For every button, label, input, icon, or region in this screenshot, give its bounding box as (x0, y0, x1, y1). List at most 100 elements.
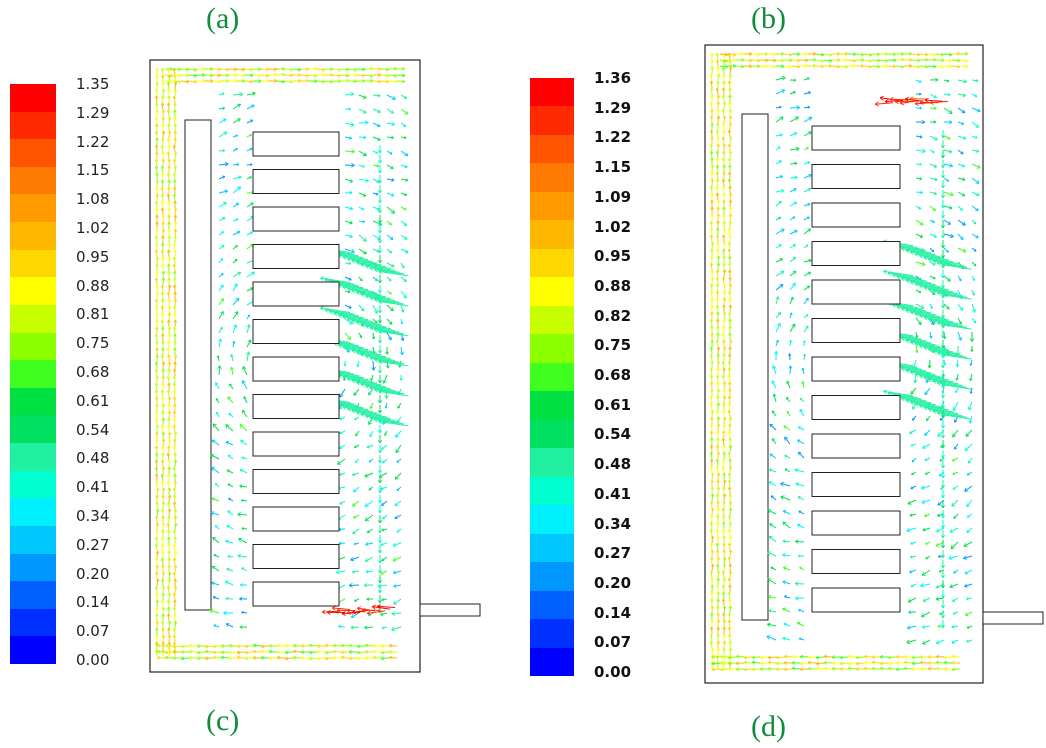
plate (252, 469, 340, 494)
vector-head (378, 230, 382, 234)
velocity-vector (775, 311, 782, 319)
vector-head (353, 79, 358, 84)
vector-head (240, 439, 244, 444)
vector-head (316, 644, 320, 649)
colorbar-tick-label: 0.88 (76, 276, 110, 295)
vector-head (716, 416, 721, 420)
vector-head (351, 502, 356, 507)
vector-head (378, 160, 382, 164)
velocity-vector (735, 65, 745, 68)
velocity-vector (353, 388, 360, 396)
vector-head (161, 95, 165, 99)
velocity-vector (218, 311, 224, 320)
velocity-vector (728, 241, 731, 250)
vector-head (356, 656, 361, 661)
vector-head (962, 93, 967, 98)
vector-head (716, 108, 720, 112)
vector-head (172, 466, 177, 470)
vector-head (224, 162, 229, 167)
velocity-vector (344, 276, 352, 281)
vector-head (376, 604, 381, 609)
colorbar-swatch (10, 194, 56, 223)
vector-head (932, 409, 937, 414)
vector-head (710, 157, 714, 161)
vector-head (173, 165, 178, 169)
velocity-vector (400, 248, 409, 254)
velocity-vector (929, 275, 936, 280)
vector-head (939, 418, 943, 421)
vector-head (921, 571, 926, 576)
velocity-vector (783, 65, 792, 68)
vector-head (947, 277, 951, 282)
vector-head (247, 339, 252, 344)
velocity-vector (212, 423, 220, 432)
colorbar-swatch (10, 443, 56, 472)
vector-head (173, 361, 177, 365)
vector-head (784, 454, 787, 458)
vector-head (211, 497, 216, 501)
vector-head (795, 596, 799, 601)
velocity-vector (905, 279, 936, 286)
vector-head (727, 290, 732, 294)
velocity-vector (789, 132, 797, 137)
velocity-vector (188, 80, 197, 83)
velocity-vector (168, 130, 171, 139)
velocity-vector (232, 258, 238, 264)
vector-head (949, 192, 954, 197)
vector-head (919, 253, 924, 259)
colorbar-tick-label: 1.22 (76, 132, 110, 151)
vector-head (928, 257, 933, 263)
vector-head (855, 655, 860, 660)
plate (252, 431, 340, 457)
velocity-vector (710, 430, 713, 439)
velocity-vector (788, 353, 791, 361)
velocity-vector (929, 149, 935, 154)
vector-head (155, 550, 160, 554)
velocity-vector (723, 283, 726, 292)
vector-head (350, 248, 355, 254)
vector-head (721, 465, 726, 469)
colorbar-swatch (530, 619, 574, 649)
vector-head (161, 130, 166, 134)
vector-head (167, 368, 171, 372)
velocity-vector (789, 282, 796, 291)
vector-head (710, 311, 714, 315)
velocity-vector (358, 276, 363, 282)
velocity-vector (240, 439, 248, 446)
velocity-vector (770, 495, 777, 501)
vector-head (928, 287, 933, 293)
velocity-vector (723, 311, 726, 320)
vector-head (364, 517, 370, 522)
vector-head (354, 599, 357, 602)
vector-head (324, 650, 329, 655)
vector-head (966, 639, 969, 643)
vector-head (722, 535, 726, 539)
velocity-vector (353, 486, 360, 493)
velocity-vector (369, 297, 400, 303)
velocity-vector (791, 667, 801, 670)
velocity-vector (167, 151, 170, 160)
velocity-vector (723, 269, 726, 278)
velocity-vector (332, 607, 351, 611)
vector-head (160, 599, 165, 603)
velocity-vector (378, 420, 409, 427)
velocity-vector (716, 374, 719, 383)
velocity-vector (723, 493, 726, 502)
vector-head (160, 480, 165, 484)
velocity-vector (949, 583, 959, 588)
vector-head (710, 213, 715, 217)
vector-head (861, 64, 865, 69)
vector-head (921, 485, 925, 490)
velocity-vector (728, 143, 731, 152)
velocity-vector (784, 436, 791, 445)
velocity-vector (892, 274, 923, 280)
velocity-vector (173, 144, 176, 153)
vector-head (172, 487, 177, 491)
vector-head (219, 326, 223, 330)
colorbar-swatch (10, 111, 56, 140)
vector-head (172, 557, 177, 561)
vector-head (167, 396, 172, 400)
vector-head (782, 566, 787, 570)
vector-head (847, 654, 852, 659)
velocity-vector (935, 597, 945, 600)
